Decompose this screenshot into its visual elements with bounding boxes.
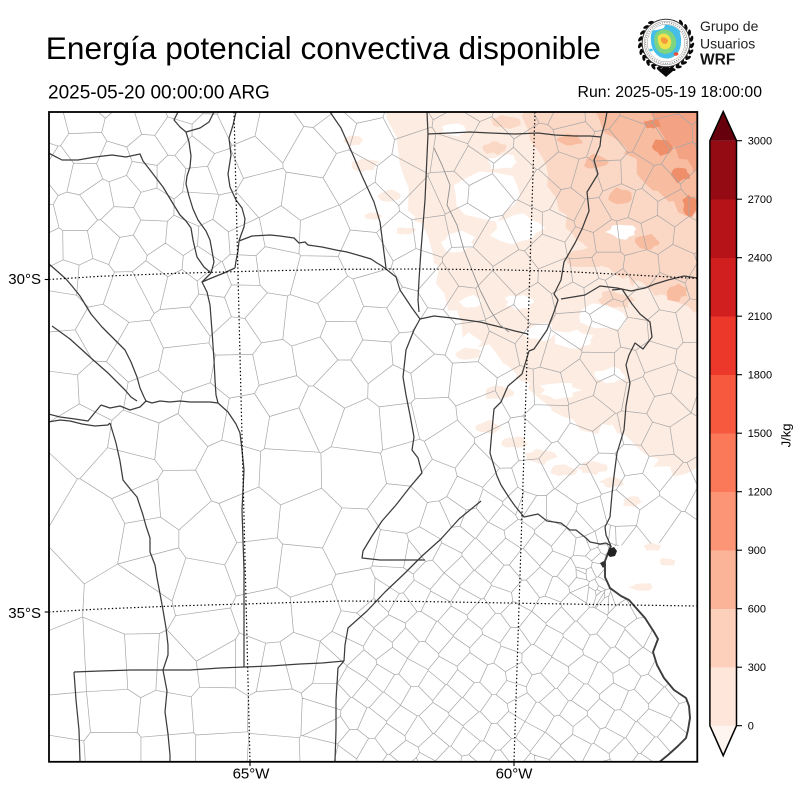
svg-text:2025-05-20 00:00:00 ARG: 2025-05-20 00:00:00 ARG	[48, 82, 270, 103]
svg-text:Grupo de: Grupo de	[700, 18, 759, 34]
svg-text:WRF: WRF	[700, 52, 735, 69]
svg-text:Run: 2025-05-19 18:00:00: Run: 2025-05-19 18:00:00	[578, 84, 763, 101]
svg-text:35°S: 35°S	[8, 605, 41, 622]
svg-text:2100: 2100	[748, 311, 772, 323]
svg-text:300: 300	[748, 662, 766, 674]
svg-text:0: 0	[748, 721, 754, 733]
svg-text:900: 900	[748, 545, 766, 557]
svg-text:1500: 1500	[748, 428, 772, 440]
svg-text:2400: 2400	[748, 253, 772, 265]
svg-text:J/kg: J/kg	[779, 424, 794, 448]
svg-text:600: 600	[748, 604, 766, 616]
svg-text:2700: 2700	[748, 194, 772, 206]
svg-text:30°S: 30°S	[8, 271, 41, 288]
svg-text:3000: 3000	[748, 136, 772, 148]
svg-text:65°W: 65°W	[233, 766, 271, 783]
svg-text:1200: 1200	[748, 487, 772, 499]
svg-text:1800: 1800	[748, 370, 772, 382]
svg-text:Usuarios: Usuarios	[700, 36, 755, 52]
svg-text:Energía potencial convectiva d: Energía potencial convectiva disponible	[46, 30, 601, 66]
svg-text:60°W: 60°W	[496, 766, 534, 783]
